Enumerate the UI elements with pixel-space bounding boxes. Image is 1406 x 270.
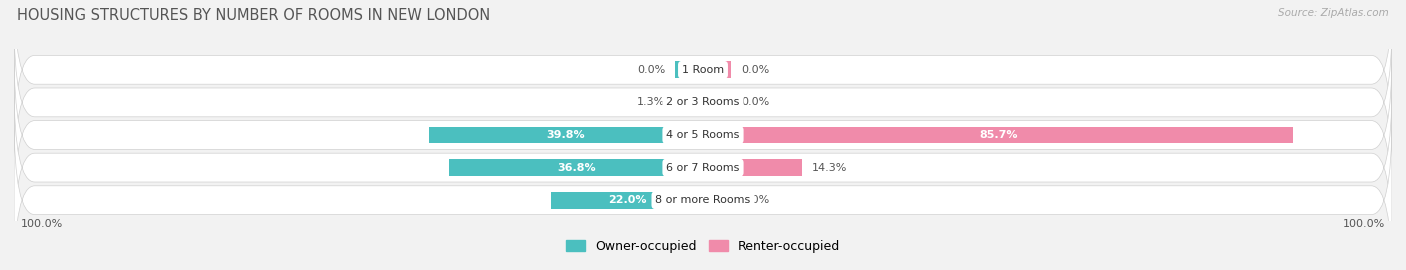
Text: HOUSING STRUCTURES BY NUMBER OF ROOMS IN NEW LONDON: HOUSING STRUCTURES BY NUMBER OF ROOMS IN… — [17, 8, 491, 23]
Text: 2 or 3 Rooms: 2 or 3 Rooms — [666, 97, 740, 107]
Text: 4 or 5 Rooms: 4 or 5 Rooms — [666, 130, 740, 140]
Text: 1 Room: 1 Room — [682, 65, 724, 75]
Text: 8 or more Rooms: 8 or more Rooms — [655, 195, 751, 205]
Text: 0.0%: 0.0% — [741, 65, 769, 75]
FancyBboxPatch shape — [14, 84, 1392, 251]
Bar — [703, 61, 731, 78]
Text: 36.8%: 36.8% — [557, 163, 596, 173]
Text: 22.0%: 22.0% — [607, 195, 647, 205]
Bar — [551, 192, 703, 209]
Text: 100.0%: 100.0% — [21, 219, 63, 229]
Legend: Owner-occupied, Renter-occupied: Owner-occupied, Renter-occupied — [567, 240, 839, 253]
Text: 14.3%: 14.3% — [811, 163, 848, 173]
Bar — [675, 61, 703, 78]
Text: 0.0%: 0.0% — [741, 195, 769, 205]
Bar — [703, 192, 731, 209]
Bar — [429, 127, 703, 143]
Bar — [703, 94, 731, 111]
Text: 0.0%: 0.0% — [637, 65, 665, 75]
FancyBboxPatch shape — [14, 52, 1392, 218]
Text: 100.0%: 100.0% — [1343, 219, 1385, 229]
Bar — [703, 127, 1294, 143]
Bar — [675, 94, 703, 111]
FancyBboxPatch shape — [14, 0, 1392, 153]
FancyBboxPatch shape — [14, 19, 1392, 186]
Text: Source: ZipAtlas.com: Source: ZipAtlas.com — [1278, 8, 1389, 18]
FancyBboxPatch shape — [14, 117, 1392, 270]
Bar — [703, 159, 801, 176]
Text: 0.0%: 0.0% — [741, 97, 769, 107]
Text: 6 or 7 Rooms: 6 or 7 Rooms — [666, 163, 740, 173]
Text: 1.3%: 1.3% — [637, 97, 665, 107]
Text: 85.7%: 85.7% — [979, 130, 1018, 140]
Bar — [450, 159, 703, 176]
Text: 39.8%: 39.8% — [547, 130, 585, 140]
